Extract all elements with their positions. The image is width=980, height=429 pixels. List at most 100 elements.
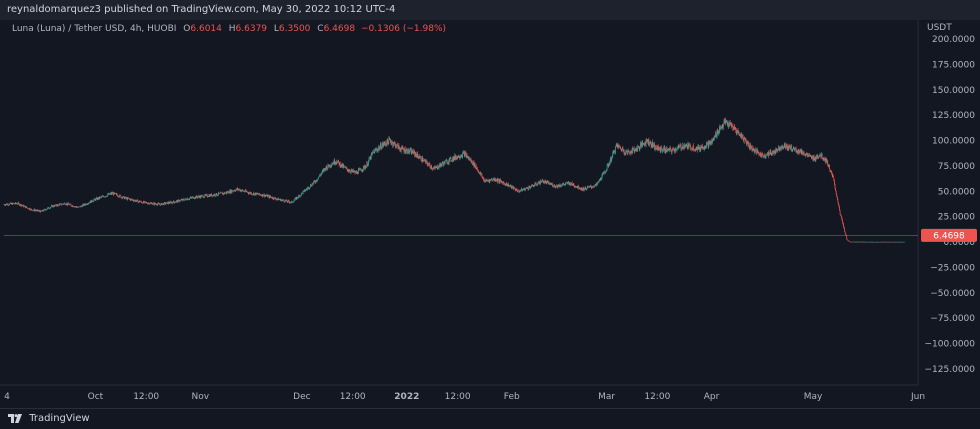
candle-body bbox=[823, 159, 825, 161]
candle-body bbox=[482, 177, 484, 178]
candle-body bbox=[141, 202, 143, 204]
candle-body bbox=[887, 241, 889, 243]
candle-body bbox=[294, 199, 295, 201]
candle-body bbox=[278, 199, 280, 201]
candle-body bbox=[584, 187, 586, 190]
price-axis[interactable]: 200.0000175.0000150.0000125.0000100.0000… bbox=[925, 35, 976, 375]
candle-body bbox=[93, 200, 95, 202]
candle-body bbox=[152, 203, 154, 205]
candle-body bbox=[737, 130, 738, 132]
candle-body bbox=[317, 177, 319, 180]
candle-body bbox=[361, 170, 363, 171]
currency-label: USDT bbox=[927, 23, 952, 33]
candle-body bbox=[627, 152, 628, 154]
candle-body bbox=[166, 202, 168, 203]
symbol-label: Luna (Luna) / Tether USD, 4h, HUOBI bbox=[12, 24, 177, 34]
candle-body bbox=[379, 147, 381, 150]
candle-body bbox=[605, 171, 606, 173]
candle-body bbox=[290, 201, 292, 203]
candle-body bbox=[676, 149, 677, 151]
candle-body bbox=[868, 241, 869, 243]
candle-body bbox=[366, 162, 368, 167]
candle-body bbox=[533, 185, 535, 187]
candle-body bbox=[592, 186, 594, 188]
candle-body bbox=[617, 145, 619, 148]
candle-body bbox=[70, 204, 71, 205]
candle-body bbox=[590, 185, 592, 187]
candle-body bbox=[24, 206, 26, 207]
candle-body bbox=[663, 148, 664, 151]
candle-body bbox=[765, 153, 767, 156]
candle-body bbox=[530, 186, 531, 189]
candle-body bbox=[601, 178, 602, 180]
y-tick-label: −100.0000 bbox=[925, 340, 976, 350]
candle-body bbox=[532, 184, 534, 186]
candle-body bbox=[473, 161, 474, 165]
candle-body bbox=[30, 208, 32, 210]
candle-body bbox=[122, 197, 123, 199]
candle-body bbox=[522, 189, 524, 190]
candle-body bbox=[686, 145, 688, 149]
candle-body bbox=[640, 142, 642, 145]
candle-body bbox=[384, 142, 386, 144]
candle-body bbox=[289, 202, 291, 204]
candle-body bbox=[294, 198, 296, 200]
candle-body bbox=[771, 154, 773, 156]
candle-body bbox=[697, 146, 699, 150]
candle-body bbox=[751, 146, 753, 151]
candle-body bbox=[196, 195, 198, 197]
candle-body bbox=[262, 194, 263, 197]
candle-body bbox=[391, 142, 392, 144]
candle-body bbox=[748, 145, 750, 148]
candle-body bbox=[726, 121, 728, 123]
candle-body bbox=[755, 149, 756, 152]
candle-body bbox=[840, 214, 842, 216]
candle-body bbox=[23, 206, 25, 207]
candle-body bbox=[188, 199, 189, 200]
candle-body bbox=[361, 170, 363, 171]
candle-body bbox=[53, 205, 54, 207]
candle-body bbox=[166, 202, 167, 204]
candle-body bbox=[25, 206, 26, 208]
candle-body bbox=[95, 199, 96, 201]
candle-body bbox=[207, 196, 209, 198]
time-axis[interactable]: 4 Oct 12:00 Nov Dec 12:00 2022 12:00 Feb Mar 12:00… bbox=[4, 392, 925, 402]
candle-body bbox=[563, 183, 565, 185]
candle-body bbox=[653, 145, 654, 146]
candle-body bbox=[540, 180, 542, 183]
candle-body bbox=[138, 200, 140, 202]
candle-body bbox=[210, 194, 211, 196]
candle-body bbox=[32, 210, 34, 211]
candle-body bbox=[403, 149, 405, 152]
candle-body bbox=[267, 194, 268, 197]
chart-legend: Luna (Luna) / Tether USD, 4h, HUOBI O6.6… bbox=[12, 24, 446, 34]
candle-body bbox=[123, 196, 125, 199]
candle-body bbox=[115, 193, 117, 195]
candle-body bbox=[34, 210, 36, 211]
candle-body bbox=[899, 241, 900, 243]
candle-body bbox=[844, 228, 846, 232]
candle-body bbox=[347, 170, 349, 172]
candle-body bbox=[832, 175, 834, 177]
candle-body bbox=[443, 163, 444, 166]
candle-body bbox=[125, 197, 127, 199]
candle-body bbox=[74, 206, 76, 207]
candle-body bbox=[192, 197, 193, 198]
candle-body bbox=[355, 171, 356, 173]
candle-body bbox=[827, 165, 829, 167]
candle-body bbox=[159, 204, 161, 206]
candle-body bbox=[227, 191, 228, 193]
candle-body bbox=[8, 204, 9, 206]
candle-body bbox=[425, 160, 427, 163]
open-value: 6.6014 bbox=[190, 24, 222, 34]
candle-body bbox=[78, 206, 80, 208]
candle-body bbox=[895, 241, 896, 243]
candle-body bbox=[762, 154, 764, 156]
candle-body bbox=[667, 149, 669, 150]
y-tick-label: 150.0000 bbox=[932, 86, 975, 96]
candle-body bbox=[836, 196, 838, 200]
footer-brand[interactable]: TradingView bbox=[29, 413, 90, 424]
candle-body bbox=[854, 241, 856, 243]
candle-body bbox=[527, 188, 528, 189]
